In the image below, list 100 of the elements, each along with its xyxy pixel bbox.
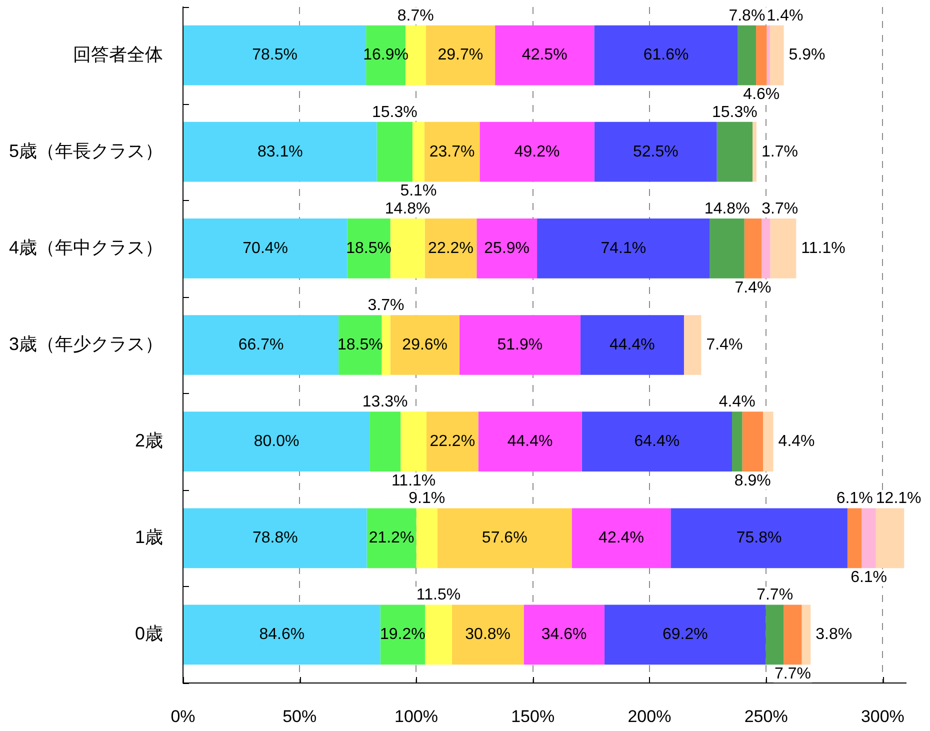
data-label: 84.6% [259,626,305,644]
data-label: 15.3% [712,104,758,121]
data-label: 29.7% [438,46,484,64]
bar [594,122,717,182]
bar [594,25,738,86]
bar [580,315,684,375]
data-label: 15.3% [372,104,418,121]
x-tick-label: 250% [744,706,788,726]
data-label: 23.7% [429,143,475,160]
data-label: 12.1% [876,490,922,508]
data-label: 5.1% [400,182,437,200]
data-label: 74.1% [600,240,646,257]
bar [766,604,784,665]
x-tick-label: 50% [282,706,317,726]
data-label: 34.6% [541,626,587,644]
bar [802,604,811,665]
data-label: 64.4% [634,432,680,450]
bar [424,122,480,182]
data-label: 3.7% [762,200,798,218]
data-label: 30.8% [465,626,511,644]
y-tick-label: 2歳 [134,430,163,451]
bar [770,218,796,278]
bar [762,218,770,278]
bar [716,122,753,182]
data-label: 6.1% [850,568,888,586]
bar [572,508,671,568]
x-tick-label: 100% [394,706,438,726]
data-label: 4.6% [743,86,780,104]
bar [382,315,390,375]
y-tick-label: 4歳（年中クラス） [8,237,163,258]
bar [426,412,478,472]
bar [784,604,802,665]
data-label: 7.8% [728,7,766,24]
bar [184,218,348,278]
bar [710,218,744,278]
data-label: 7.7% [756,586,794,604]
bar [752,122,757,182]
bar [742,412,764,472]
data-label: 5.9% [788,46,826,64]
data-label: 7.4% [734,279,772,296]
x-tick-label: 200% [628,706,672,726]
data-label: 22.2% [428,240,474,257]
data-label: 13.3% [362,394,408,411]
bar [390,218,425,278]
data-label: 44.4% [507,432,553,450]
bar [582,412,732,472]
bar [390,315,460,375]
x-tick-label: 150% [511,706,555,726]
data-label: 57.6% [482,530,528,547]
bar [495,25,594,86]
data-label: 75.8% [736,530,782,547]
data-label: 3.7% [368,296,404,314]
bar [862,508,876,568]
bar [376,122,412,182]
data-label: 44.4% [610,336,655,354]
bar [184,122,377,182]
bar [478,412,582,472]
bar [537,218,710,278]
data-label: 21.2% [368,530,414,547]
bar [732,412,742,472]
bar [756,25,767,86]
data-label: 42.4% [598,530,644,547]
data-label: 69.2% [662,626,708,644]
data-label: 66.7% [238,336,284,354]
data-label: 8.7% [397,7,434,24]
bar [876,508,904,568]
data-label: 9.1% [408,490,446,508]
bar [459,315,580,375]
bar [766,25,770,86]
data-label: 52.5% [632,143,678,160]
bar [426,25,496,86]
data-label: 14.8% [704,200,750,218]
data-label: 1.7% [762,143,798,160]
data-label: 7.7% [774,666,812,683]
y-tick-label: 5歳（年長クラス） [8,140,163,161]
data-label: 11.1% [801,240,846,257]
bar [738,25,756,86]
x-tick-label: 0% [170,706,196,726]
bar [400,412,426,472]
y-tick-label: 0歳 [134,624,163,644]
data-label: 78.8% [252,530,298,547]
bar [425,604,452,665]
data-label: 7.4% [706,336,743,354]
data-label: 78.5% [252,46,298,64]
data-label: 42.5% [522,46,568,64]
data-label: 51.9% [497,336,543,354]
data-label: 6.1% [836,490,873,508]
data-label: 14.8% [384,200,430,218]
y-tick-label: 3歳（年少クラス） [8,334,163,354]
bar [380,604,426,665]
data-label: 49.2% [514,143,560,160]
y-tick-label: 1歳 [134,527,163,548]
bar [416,508,438,568]
data-label: 3.8% [816,626,852,644]
y-tick-label: 回答者全体 [73,44,163,64]
bar [184,508,367,568]
x-tick-label: 300% [860,706,904,726]
bar [524,604,604,665]
data-label: 80.0% [254,432,300,450]
data-label: 11.5% [416,586,461,604]
